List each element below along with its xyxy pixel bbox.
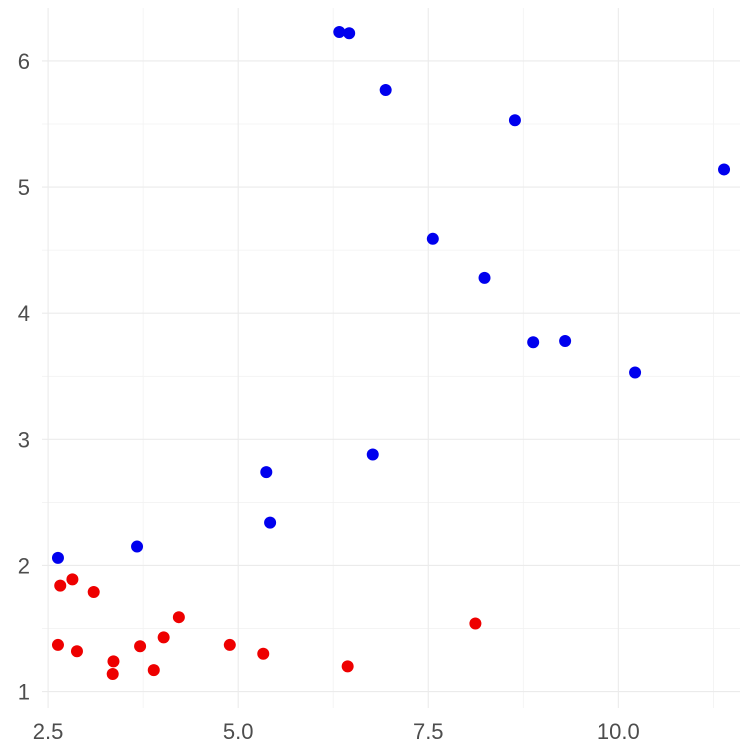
data-point-series-1 <box>379 83 392 96</box>
x-tick-label: 5.0 <box>223 719 254 744</box>
data-point-series-2 <box>87 585 100 598</box>
data-point-series-2 <box>106 667 119 680</box>
data-point-series-1 <box>264 516 277 529</box>
x-tick-label: 7.5 <box>413 719 444 744</box>
data-point-series-2 <box>172 611 185 624</box>
y-axis: 1 2 3 4 5 6 <box>18 49 30 705</box>
data-point-series-1 <box>260 466 273 479</box>
data-point-series-1 <box>527 336 540 349</box>
data-point-series-1 <box>343 27 356 40</box>
y-tick-label: 5 <box>18 175 30 200</box>
minor-gridlines <box>42 8 740 708</box>
data-point-series-1 <box>629 366 642 379</box>
data-point-series-1 <box>51 551 64 564</box>
data-point-series-1 <box>426 232 439 245</box>
data-point-series-2 <box>469 617 482 630</box>
data-point-series-2 <box>147 664 160 677</box>
y-tick-label: 2 <box>18 553 30 578</box>
data-point-series-2 <box>257 647 270 660</box>
data-point-series-2 <box>341 660 354 673</box>
data-point-series-1 <box>559 334 572 347</box>
y-tick-label: 6 <box>18 49 30 74</box>
data-point-series-2 <box>66 573 79 586</box>
data-points <box>51 25 731 680</box>
data-point-series-1 <box>718 163 731 176</box>
data-point-series-1 <box>478 271 491 284</box>
data-point-series-2 <box>157 631 170 644</box>
x-tick-label: 2.5 <box>33 719 64 744</box>
x-axis: 2.5 5.0 7.5 10.0 <box>33 719 640 744</box>
data-point-series-1 <box>131 540 144 553</box>
data-point-series-2 <box>223 638 236 651</box>
x-tick-label: 10.0 <box>597 719 640 744</box>
data-point-series-1 <box>508 114 521 127</box>
data-point-series-2 <box>134 640 147 653</box>
y-tick-label: 1 <box>18 680 30 705</box>
major-gridlines <box>42 8 740 708</box>
data-point-series-1 <box>333 25 346 38</box>
data-point-series-1 <box>366 448 379 461</box>
data-point-series-2 <box>51 638 64 651</box>
data-point-series-2 <box>70 645 83 658</box>
data-point-series-2 <box>107 655 120 668</box>
y-tick-label: 3 <box>18 427 30 452</box>
data-point-series-2 <box>54 579 67 592</box>
y-tick-label: 4 <box>18 301 30 326</box>
